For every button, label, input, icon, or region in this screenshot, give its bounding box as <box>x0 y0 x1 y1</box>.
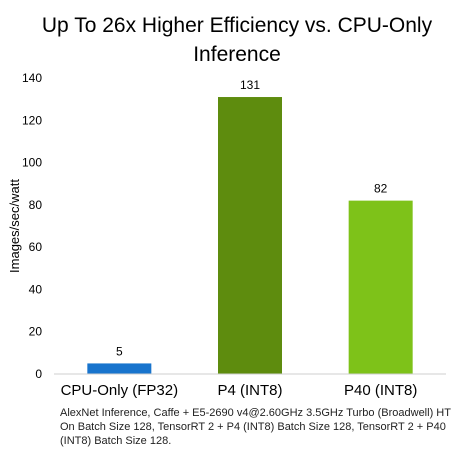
bar-value-label: 131 <box>240 78 260 92</box>
x-tick-label: P4 (INT8) <box>217 382 282 399</box>
bar-value-label: 5 <box>116 344 123 358</box>
x-tick-label: CPU-Only (FP32) <box>61 382 179 399</box>
chart-title-line: Inference <box>193 43 281 66</box>
y-tick-label: 140 <box>22 71 42 85</box>
y-tick-label: 20 <box>29 325 43 339</box>
x-axis-ticks: CPU-Only (FP32) P4 (INT8) P40 (INT8) <box>61 382 418 399</box>
y-tick-label: 120 <box>22 113 42 127</box>
footnote: AlexNet Inference, Caffe + E5-2690 v4@2.… <box>60 407 451 447</box>
chart-title: Up To 26x Higher Efficiency vs. CPU-Only… <box>42 14 433 66</box>
bar <box>87 363 152 374</box>
y-tick-label: 40 <box>29 282 43 296</box>
y-tick-label: 100 <box>22 156 42 170</box>
bar-value-label: 82 <box>374 182 388 196</box>
y-axis-ticks: 0 20 40 60 80 100 120 140 <box>22 71 42 381</box>
y-tick-label: 80 <box>29 198 43 212</box>
x-tick-label: P40 (INT8) <box>344 382 417 399</box>
bar <box>348 200 413 374</box>
y-tick-label: 0 <box>35 367 42 381</box>
chart-title-line: Up To 26x Higher Efficiency vs. CPU-Only <box>42 14 433 37</box>
data-labels: 5 131 82 <box>116 78 388 358</box>
bars <box>87 97 413 375</box>
y-tick-label: 60 <box>29 240 43 254</box>
y-axis-label: Images/sec/watt <box>7 179 22 273</box>
bar <box>218 97 282 375</box>
